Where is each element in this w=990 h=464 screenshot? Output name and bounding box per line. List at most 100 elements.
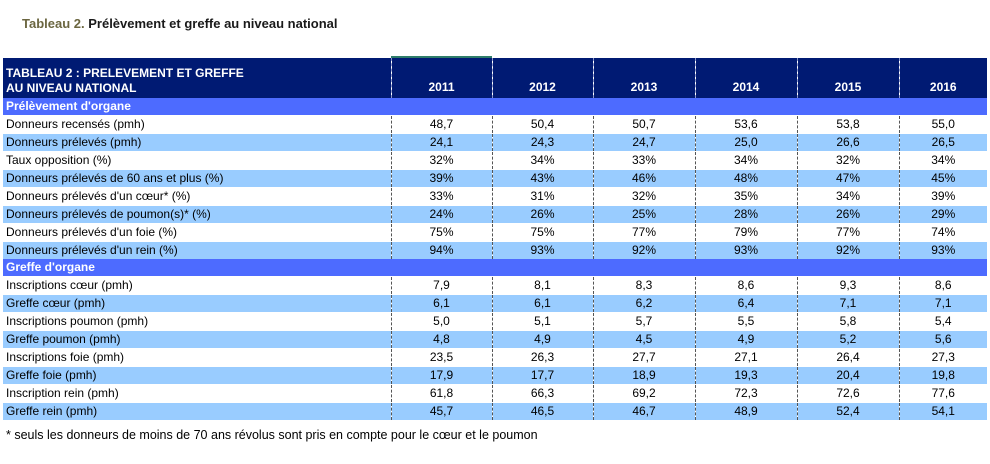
section-empty-cell — [593, 98, 695, 116]
section-empty-cell — [492, 98, 593, 116]
row-label: Greffe rein (pmh) — [3, 402, 391, 420]
year-header: 2014 — [694, 58, 797, 98]
table-body: Prélèvement d'organe Donneurs recensés (p… — [3, 98, 987, 420]
value-cell: 77% — [592, 223, 695, 242]
row-label: Donneurs prélevés de poumon(s)* (%) — [3, 205, 391, 224]
value-cell: 27,1 — [694, 348, 797, 367]
value-cell: 46,5 — [491, 402, 593, 420]
value-cell: 79% — [694, 223, 797, 242]
row-label: Greffe foie (pmh) — [3, 366, 391, 385]
value-cell: 24,3 — [491, 133, 593, 152]
row-label: Donneurs prélevés d'un foie (%) — [3, 223, 391, 242]
section-empty-cell — [391, 259, 492, 277]
section-empty-cell — [391, 98, 492, 116]
value-cell: 34% — [796, 187, 899, 206]
section-empty-cell — [593, 259, 695, 277]
value-cell: 75% — [390, 223, 492, 242]
value-cell: 66,3 — [491, 384, 593, 403]
value-cell: 8,6 — [898, 276, 987, 295]
value-cell: 93% — [694, 241, 797, 259]
value-cell: 8,6 — [694, 276, 797, 295]
value-cell: 32% — [592, 187, 695, 206]
value-cell: 48,9 — [694, 402, 797, 420]
value-cell: 7,1 — [898, 294, 987, 313]
value-cell: 92% — [796, 241, 899, 259]
year-header: 2012 — [491, 58, 593, 98]
value-cell: 48% — [694, 169, 797, 188]
row-label: Donneurs prélevés d'un rein (%) — [3, 241, 391, 259]
row-label: Donneurs prélevés de 60 ans et plus (%) — [3, 169, 391, 188]
value-cell: 26,3 — [491, 348, 593, 367]
caption-label: Tableau 2. — [22, 16, 85, 31]
value-cell: 72,6 — [796, 384, 899, 403]
row-label: Inscriptions cœur (pmh) — [3, 276, 391, 295]
value-cell: 53,6 — [694, 115, 797, 134]
value-cell: 6,1 — [491, 294, 593, 313]
value-cell: 43% — [491, 169, 593, 188]
value-cell: 7,1 — [796, 294, 899, 313]
year-header: 2013 — [592, 58, 695, 98]
header-line-1: TABLEAU 2 : PRELEVEMENT ET GREFFE — [6, 66, 244, 80]
table-row: Donneurs prélevés d'un foie (%) 75% 75% 77%… — [3, 223, 987, 242]
value-cell: 75% — [491, 223, 593, 242]
table-row: Donneurs prélevés d'un cœur* (%) 33% 31% 32… — [3, 187, 987, 206]
value-cell: 4,8 — [390, 330, 492, 349]
table-row: Donneurs prélevés d'un rein (%) 94% 93% 92%… — [3, 241, 987, 259]
row-label: Inscriptions poumon (pmh) — [3, 312, 391, 331]
value-cell: 26,5 — [898, 133, 987, 152]
value-cell: 8,1 — [491, 276, 593, 295]
value-cell: 5,5 — [694, 312, 797, 331]
value-cell: 45,7 — [390, 402, 492, 420]
table-row: Donneurs recensés (pmh) 48,7 50,4 50,7 53,6 5… — [3, 115, 987, 134]
value-cell: 93% — [491, 241, 593, 259]
value-cell: 5,8 — [796, 312, 899, 331]
row-label: Donneurs recensés (pmh) — [3, 115, 391, 134]
table-row: Donneurs prélevés (pmh) 24,1 24,3 24,7 25,0 2… — [3, 133, 987, 152]
table-caption: Tableau 2. Prélèvement et greffe au nive… — [22, 16, 337, 31]
caption-title: Prélèvement et greffe au niveau national — [84, 16, 338, 31]
row-label: Donneurs prélevés (pmh) — [3, 133, 391, 152]
value-cell: 39% — [898, 187, 987, 206]
section-empty-cell — [899, 98, 987, 116]
value-cell: 18,9 — [592, 366, 695, 385]
value-cell: 54,1 — [898, 402, 987, 420]
value-cell: 24% — [390, 205, 492, 224]
year-header: 2015 — [796, 58, 899, 98]
value-cell: 19,3 — [694, 366, 797, 385]
value-cell: 69,2 — [592, 384, 695, 403]
value-cell: 53,8 — [796, 115, 899, 134]
row-label: Inscriptions foie (pmh) — [3, 348, 391, 367]
section-empty-cell — [695, 98, 797, 116]
table-row: Inscriptions cœur (pmh) 7,9 8,1 8,3 8,6 9,3 8,… — [3, 276, 987, 295]
value-cell: 26,4 — [796, 348, 899, 367]
value-cell: 48,7 — [390, 115, 492, 134]
table-row: Inscription rein (pmh) 61,8 66,3 69,2 72,3 72… — [3, 384, 987, 403]
footnote: * seuls les donneurs de moins de 70 ans … — [6, 428, 538, 442]
decorative-line — [391, 56, 492, 58]
value-cell: 92% — [592, 241, 695, 259]
row-label: Donneurs prélevés d'un cœur* (%) — [3, 187, 391, 206]
value-cell: 9,3 — [796, 276, 899, 295]
year-header: 2011 — [390, 58, 492, 98]
data-table: TABLEAU 2 : PRELEVEMENT ET GREFFE AU NIVE… — [3, 58, 987, 420]
value-cell: 26,6 — [796, 133, 899, 152]
value-cell: 33% — [592, 151, 695, 170]
header-line-2: AU NIVEAU NATIONAL — [6, 81, 137, 95]
section-header-row: Greffe d'organe — [3, 259, 987, 277]
value-cell: 25% — [592, 205, 695, 224]
table-header-row: TABLEAU 2 : PRELEVEMENT ET GREFFE AU NIVE… — [3, 58, 987, 98]
row-label: Taux opposition (%) — [3, 151, 391, 170]
table-row: Greffe cœur (pmh) 6,1 6,1 6,2 6,4 7,1 7,1 — [3, 294, 987, 313]
value-cell: 19,8 — [898, 366, 987, 385]
value-cell: 5,4 — [898, 312, 987, 331]
value-cell: 77,6 — [898, 384, 987, 403]
value-cell: 5,7 — [592, 312, 695, 331]
value-cell: 94% — [390, 241, 492, 259]
value-cell: 20,4 — [796, 366, 899, 385]
table-row: Greffe foie (pmh) 17,9 17,7 18,9 19,3 20,4 19,… — [3, 366, 987, 385]
value-cell: 50,7 — [592, 115, 695, 134]
value-cell: 74% — [898, 223, 987, 242]
value-cell: 23,5 — [390, 348, 492, 367]
row-label: Inscription rein (pmh) — [3, 384, 391, 403]
table-row: Donneurs prélevés de poumon(s)* (%) 24% 26… — [3, 205, 987, 224]
